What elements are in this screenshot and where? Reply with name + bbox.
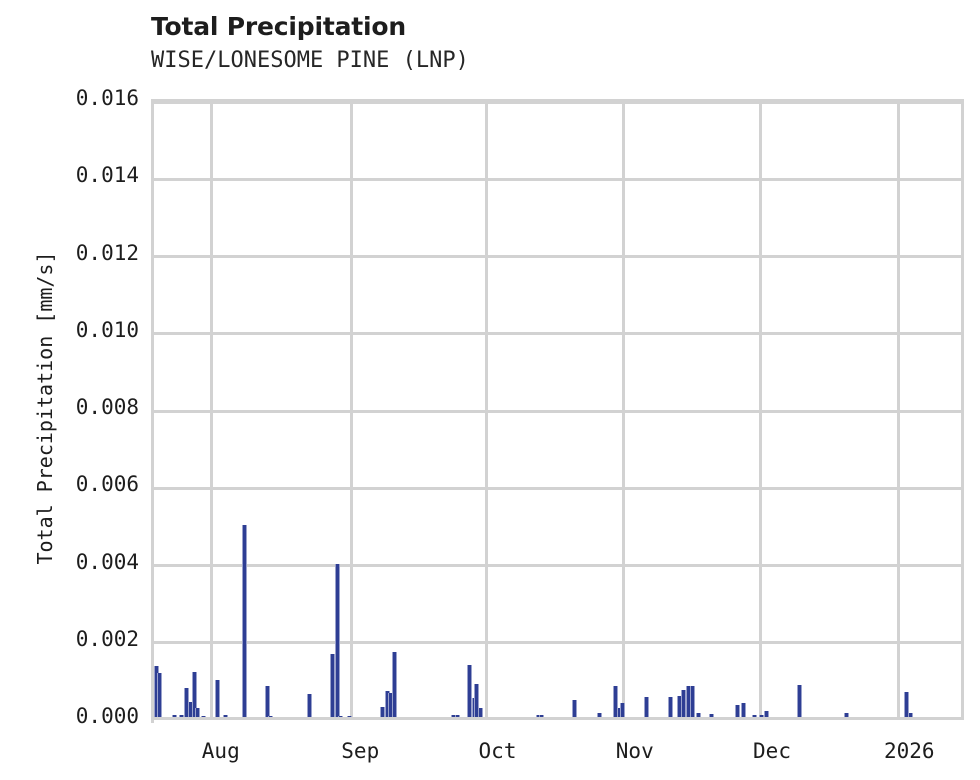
- bar: [904, 691, 910, 720]
- y-axis-tick-label: 0.010: [75, 317, 139, 342]
- x-axis-tick-label: Oct: [478, 739, 517, 763]
- bar: [620, 703, 626, 720]
- bar: [596, 713, 602, 720]
- y-axis-tick-label: 0.006: [75, 472, 139, 497]
- gridline-horizontal: [151, 409, 961, 413]
- title-block: Total Precipitation WISE/LONESOME PINE (…: [151, 12, 951, 76]
- y-axis-tick-label: 0.014: [75, 163, 139, 188]
- gridline-vertical: [896, 102, 900, 720]
- bar: [572, 699, 577, 720]
- gridline-vertical: [759, 102, 763, 720]
- bar: [334, 563, 340, 720]
- bar: [680, 689, 686, 720]
- y-axis-tick-labels: 0.016 0.014 0.012 0.010 0.008 0.006 0.004 0.002…: [0, 0, 139, 780]
- bar: [474, 684, 480, 720]
- gridline-horizontal: [151, 177, 961, 181]
- x-axis-tick-label: Sep: [341, 739, 380, 763]
- bar: [763, 710, 769, 720]
- gridline-horizontal: [151, 255, 961, 258]
- bar: [478, 708, 484, 720]
- bar: [391, 651, 397, 720]
- x-axis-tick-label: Aug: [201, 739, 240, 763]
- gridline-horizontal: [151, 641, 961, 645]
- gridline-horizontal: [151, 332, 961, 336]
- bar: [156, 672, 162, 720]
- gridline-horizontal: [151, 102, 961, 104]
- gridline-vertical: [484, 102, 488, 720]
- bar: [265, 686, 271, 720]
- y-axis-line: [151, 102, 154, 723]
- x-axis-line: [151, 717, 964, 720]
- bar: [907, 713, 913, 720]
- bar: [306, 693, 312, 720]
- bar: [644, 696, 649, 720]
- y-axis-tick-label: 0.012: [75, 240, 139, 265]
- chart-subtitle: WISE/LONESOME PINE (LNP): [151, 48, 469, 73]
- gridline-vertical: [349, 102, 353, 720]
- y-axis-tick-label: 0.000: [75, 704, 139, 728]
- gridline-horizontal: [151, 486, 961, 490]
- bar: [734, 704, 740, 720]
- bar: [668, 697, 674, 720]
- bar: [740, 703, 746, 720]
- bar: [696, 712, 702, 720]
- bar: [689, 686, 695, 720]
- bar: [466, 665, 472, 720]
- page-title: Total Precipitation: [151, 12, 406, 41]
- y-axis-tick-label: 0.016: [75, 86, 139, 110]
- bar: [797, 684, 802, 720]
- bar: [843, 712, 849, 720]
- plot-area: [151, 99, 964, 723]
- y-axis-tick-label: 0.004: [75, 549, 139, 574]
- gridline-vertical: [622, 102, 625, 720]
- bar: [329, 654, 335, 720]
- x-axis-tick-label: Nov: [615, 739, 654, 763]
- gridline-vertical: [210, 102, 214, 720]
- bar: [192, 672, 198, 720]
- x-axis-tick-label: 2026: [883, 739, 935, 763]
- gridline-horizontal: [151, 564, 961, 567]
- bar: [708, 713, 714, 720]
- x-axis-tick-label: Dec: [753, 739, 791, 763]
- bar: [242, 524, 248, 720]
- bar: [612, 686, 618, 720]
- y-axis-tick-label: 0.002: [75, 626, 139, 651]
- bar: [195, 708, 201, 720]
- y-axis-tick-label: 0.008: [75, 395, 139, 419]
- plot-inner: [151, 102, 961, 720]
- bar: [214, 679, 220, 720]
